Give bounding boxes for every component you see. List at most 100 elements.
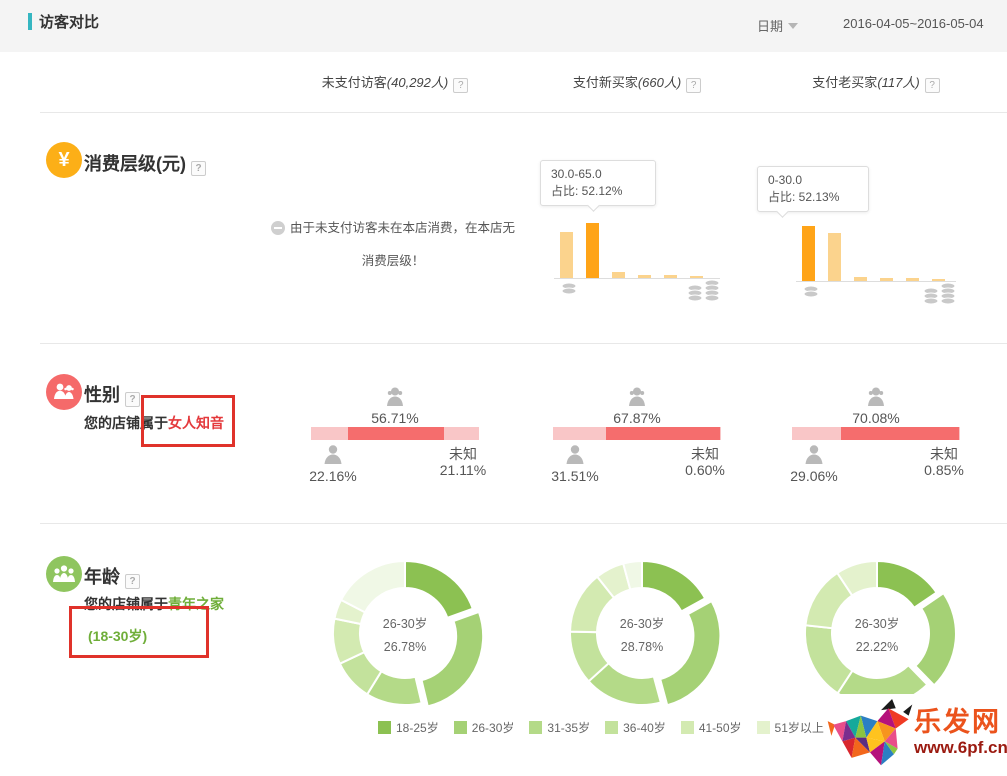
female-segment[interactable] xyxy=(840,427,959,440)
help-icon[interactable]: ? xyxy=(924,78,940,93)
consumption-bar-chart-new-buyers[interactable] xyxy=(560,170,720,278)
male-segment[interactable] xyxy=(553,427,606,440)
age-section-icon xyxy=(46,556,82,592)
chart-tooltip: 30.0-65.0 占比: 52.12% xyxy=(540,160,656,206)
column-count: (40,292人) xyxy=(386,75,449,90)
two-people-icon xyxy=(54,383,74,399)
column-count: (660人) xyxy=(637,75,682,90)
help-icon[interactable]: ? xyxy=(453,78,469,93)
unknown-label: 未知 xyxy=(449,446,477,462)
coin-stack-icon xyxy=(940,282,956,305)
chart-tooltip: 0-30.0 占比: 52.13% xyxy=(757,166,869,212)
unknown-percent: 0.85% xyxy=(924,462,964,478)
date-range[interactable]: 2016-04-05~2016-05-04 xyxy=(843,16,984,31)
tooltip-range: 30.0-65.0 xyxy=(551,167,602,181)
shop-age-range: (18-30岁) xyxy=(88,628,148,644)
male-icon xyxy=(566,445,584,464)
tooltip-ratio: 占比: 52.13% xyxy=(768,190,840,204)
column-header-new-buyers: 支付新买家(660人)? xyxy=(517,72,757,93)
donut-center-label: 26-30岁 xyxy=(619,617,665,631)
age-donut-chart[interactable] xyxy=(522,553,762,718)
chart-axis xyxy=(554,278,720,279)
female-icon xyxy=(629,387,645,406)
section-divider xyxy=(40,343,1007,344)
male-segment[interactable] xyxy=(311,427,349,440)
column-name: 支付新买家 xyxy=(572,75,638,90)
legend-item: 18-25岁 xyxy=(378,719,439,736)
gender-subtitle: 您的店铺属于女人知音 xyxy=(84,415,224,431)
male-segment[interactable] xyxy=(792,427,841,440)
annotation-box-gender xyxy=(141,395,235,447)
legend-swatch xyxy=(529,721,543,734)
age-section-title: 年龄? xyxy=(84,563,140,589)
help-icon[interactable]: ? xyxy=(686,78,702,93)
unknown-segment[interactable] xyxy=(958,427,960,440)
age-donut-new-buyers[interactable]: 26-30岁 28.78% xyxy=(522,553,762,718)
gender-ratio-bar[interactable] xyxy=(553,427,721,440)
help-icon[interactable]: ? xyxy=(125,392,140,407)
gender-widget-old-buyers[interactable]: 70.08% 29.06% 未知 0.85% xyxy=(756,380,996,490)
gender-widget-unpaid-visitors[interactable]: 56.71% 22.16% 未知 21.11% xyxy=(275,380,515,490)
gender-widget-new-buyers[interactable]: 67.87% 31.51% 未知 0.60% xyxy=(517,380,757,490)
unknown-label: 未知 xyxy=(691,446,719,462)
donut-center-value: 28.78% xyxy=(620,640,664,654)
gender-ratio-bar[interactable] xyxy=(311,427,479,440)
gender-section-title: 性别? xyxy=(84,381,140,407)
tooltip-range: 0-30.0 xyxy=(768,173,803,187)
legend-swatch xyxy=(756,721,770,734)
legend-item: 51岁以上 xyxy=(756,719,824,736)
gender-ratio-bar[interactable] xyxy=(792,427,960,440)
coin-stack-icon xyxy=(687,284,703,302)
column-header-unpaid-visitors: 未支付访客(40,292人)? xyxy=(275,72,515,93)
legend-item: 36-40岁 xyxy=(605,719,666,736)
help-icon[interactable]: ? xyxy=(125,574,140,589)
section-divider xyxy=(40,112,1007,113)
consumption-note: 由于未支付访客未在本店消费，在本店无 消费层级！ xyxy=(268,212,518,278)
donut-center-label: 26-30岁 xyxy=(854,617,900,631)
minus-circle-icon xyxy=(270,221,285,235)
female-segment[interactable] xyxy=(605,427,720,440)
female-percent: 70.08% xyxy=(852,410,900,426)
female-segment[interactable] xyxy=(348,427,444,440)
legend-item: 26-30岁 xyxy=(453,719,514,736)
three-people-icon xyxy=(53,565,75,582)
unknown-segment[interactable] xyxy=(443,427,479,440)
age-donut-unpaid-visitors[interactable]: 26-30岁 26.78% xyxy=(285,553,525,718)
chart-axis xyxy=(796,281,956,282)
legend-swatch xyxy=(605,721,619,734)
consumption-bar-chart-old-buyers[interactable] xyxy=(802,173,962,281)
gender-section-icon xyxy=(46,374,82,410)
bull-logo-icon xyxy=(827,699,913,766)
male-icon xyxy=(805,445,823,464)
help-icon[interactable]: ? xyxy=(191,161,206,176)
date-filter-dropdown[interactable]: 日期 xyxy=(757,16,799,35)
column-count: (117人) xyxy=(877,75,920,90)
annotation-box-age xyxy=(69,606,209,658)
consumption-section-title: 消费层级(元)? xyxy=(84,150,206,176)
unknown-percent: 21.11% xyxy=(439,462,487,478)
title-accent-bar xyxy=(28,13,32,30)
tooltip-ratio: 占比: 52.12% xyxy=(551,184,623,198)
legend-item: 31-35岁 xyxy=(529,719,590,736)
unknown-segment[interactable] xyxy=(719,427,721,440)
date-filter-label: 日期 xyxy=(757,19,784,34)
legend-item: 41-50岁 xyxy=(680,719,742,736)
unknown-percent: 0.60% xyxy=(685,462,725,478)
coin-small-icon xyxy=(803,285,819,298)
legend-swatch xyxy=(680,721,694,734)
unknown-label: 未知 xyxy=(930,446,958,462)
coin-stack-icon xyxy=(704,279,720,302)
female-percent: 67.87% xyxy=(613,410,661,426)
column-name: 支付老买家 xyxy=(812,75,878,90)
watermark-site-url: www.6pf.cn xyxy=(914,738,1007,757)
female-percent: 56.71% xyxy=(371,410,419,426)
legend-swatch xyxy=(453,721,467,734)
chevron-down-icon xyxy=(788,23,799,29)
age-donut-chart[interactable] xyxy=(285,553,525,718)
consumption-section-icon: ¥ xyxy=(46,142,82,178)
age-legend: 18-25岁 26-30岁 31-35岁 36-40岁 41-50岁 51岁以上… xyxy=(378,719,896,736)
male-percent: 22.16% xyxy=(309,468,357,484)
section-divider xyxy=(40,523,1007,524)
yen-icon: ¥ xyxy=(58,148,70,171)
